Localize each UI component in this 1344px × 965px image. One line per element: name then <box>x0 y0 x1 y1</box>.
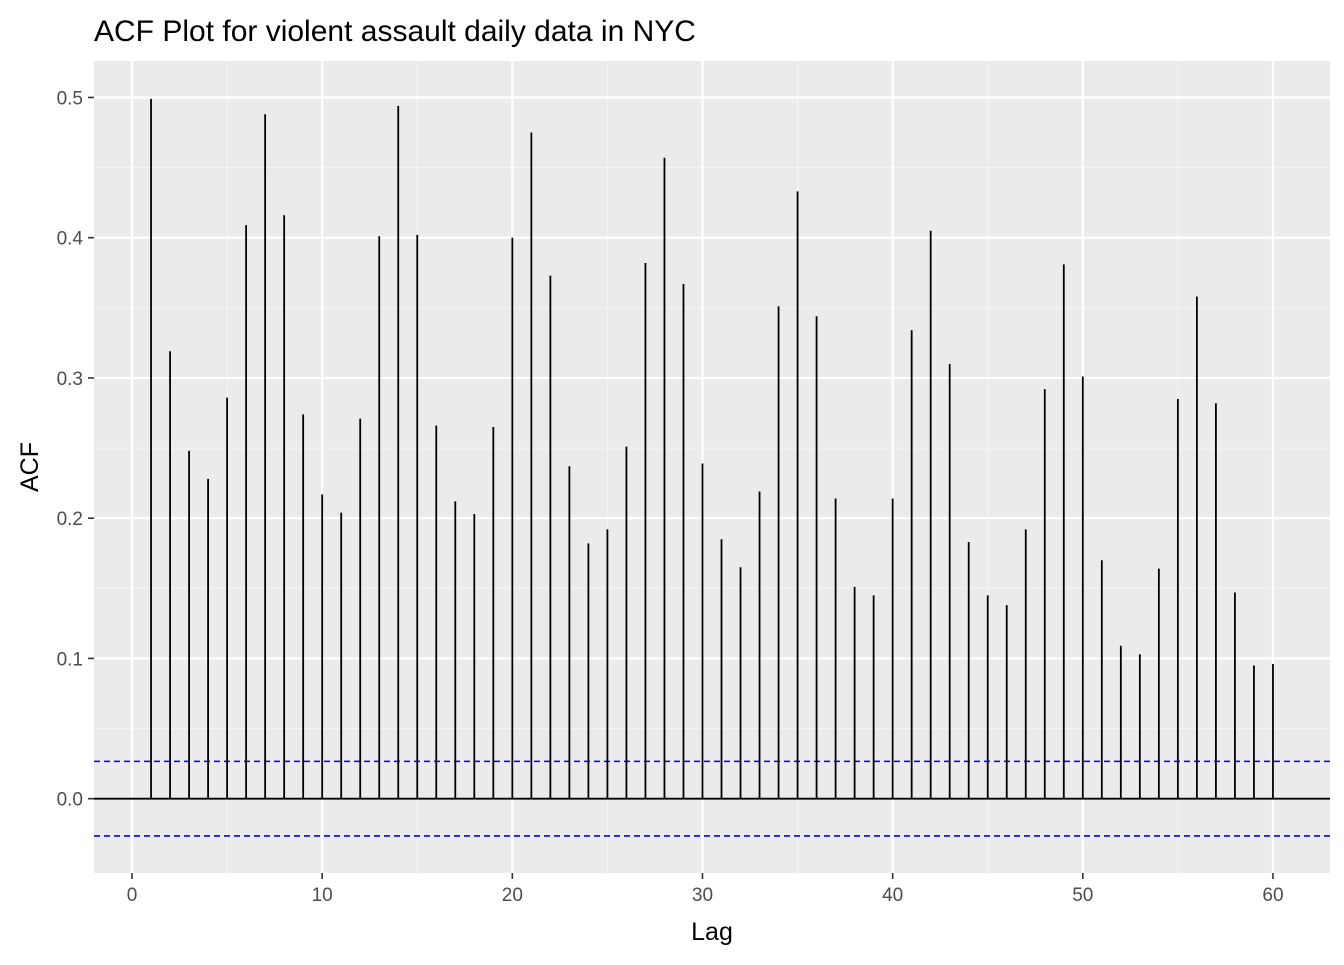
x-tick-label: 50 <box>1072 885 1093 906</box>
y-tick-label: 0.0 <box>57 790 83 811</box>
reference-lines <box>94 760 1330 837</box>
y-tick-label: 0.4 <box>57 229 84 250</box>
x-tick-label: 40 <box>882 885 903 906</box>
x-axis-title: Lag <box>691 918 733 946</box>
x-tick-label: 20 <box>502 885 523 906</box>
y-tick-label: 0.3 <box>57 369 83 390</box>
y-tick-label: 0.1 <box>57 649 83 670</box>
x-tick-label: 0 <box>127 885 138 906</box>
axes: 0 10 20 30 40 50 60 0.0 0.1 0.2 0.3 0.4 0.5 <box>57 88 1284 906</box>
y-axis-title: ACF <box>16 442 44 492</box>
acf-stems <box>150 98 1274 799</box>
x-tick-label: 10 <box>312 885 333 906</box>
plot-panel <box>94 61 1330 873</box>
y-tick-label: 0.2 <box>57 509 83 530</box>
x-tick-label: 30 <box>692 885 713 906</box>
chart-title: ACF Plot for violent assault daily data … <box>94 15 696 48</box>
x-tick-label: 60 <box>1262 885 1283 906</box>
y-tick-label: 0.5 <box>57 88 83 109</box>
